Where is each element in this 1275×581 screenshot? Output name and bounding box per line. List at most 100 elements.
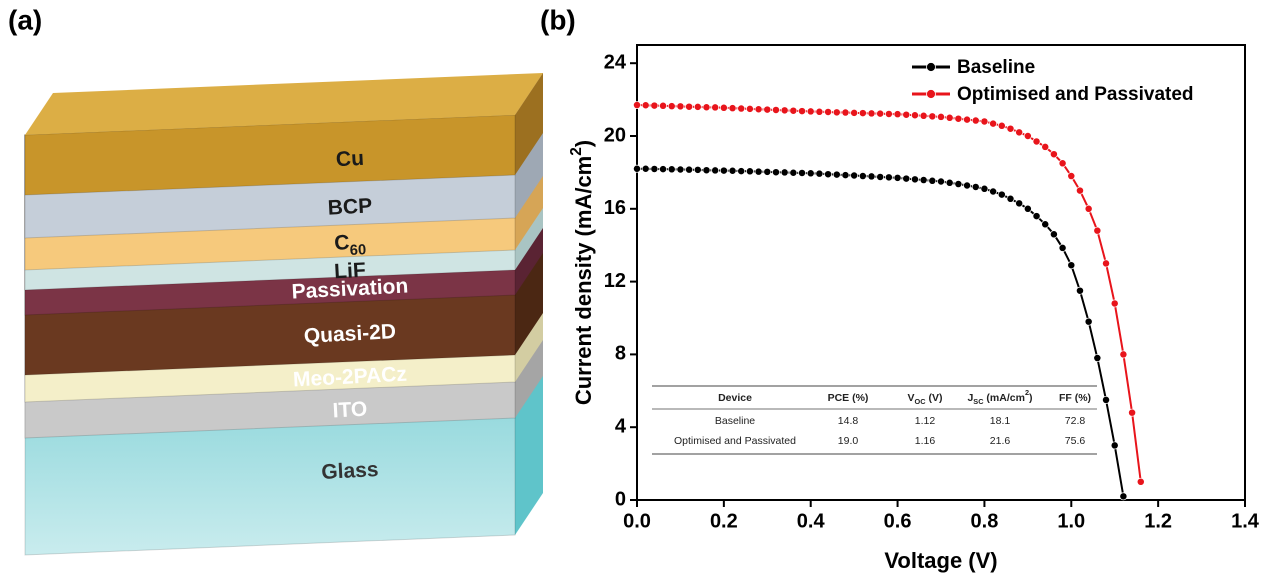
data-point <box>842 109 849 116</box>
data-point <box>659 102 666 109</box>
data-point <box>1076 287 1083 294</box>
data-point <box>1085 205 1092 212</box>
data-point <box>729 105 736 112</box>
data-point <box>720 104 727 111</box>
legend-label: Baseline <box>957 57 1035 78</box>
data-point <box>746 105 753 112</box>
y-tick-label: 16 <box>604 197 626 219</box>
data-point <box>946 179 953 186</box>
data-point <box>712 167 719 174</box>
table-cell: Optimised and Passivated <box>674 435 796 447</box>
data-point <box>911 112 918 119</box>
data-point <box>955 115 962 122</box>
data-point <box>1042 143 1049 150</box>
data-point <box>668 166 675 173</box>
data-point <box>764 168 771 175</box>
data-point <box>1059 244 1066 251</box>
data-point <box>1128 409 1135 416</box>
layer-label: Glass <box>321 458 379 484</box>
data-point <box>929 177 936 184</box>
y-tick-label: 24 <box>604 51 627 73</box>
jv-chart: 0.00.20.40.60.81.01.21.404812162024Volta… <box>568 45 1260 573</box>
data-point <box>859 109 866 116</box>
data-point <box>668 103 675 110</box>
data-point <box>911 176 918 183</box>
data-point <box>1085 318 1092 325</box>
y-tick-label: 8 <box>615 343 626 365</box>
data-point <box>877 173 884 180</box>
data-point <box>807 108 814 115</box>
data-point <box>1120 493 1127 500</box>
data-point <box>1068 172 1075 179</box>
y-tick-label: 0 <box>615 488 626 510</box>
data-point <box>937 178 944 185</box>
y-tick-label: 4 <box>615 415 627 437</box>
text-part: PCE (%) <box>828 392 869 404</box>
data-point <box>642 165 649 172</box>
data-point <box>998 191 1005 198</box>
data-point <box>703 167 710 174</box>
text-part: (V) <box>926 392 943 404</box>
data-point <box>798 169 805 176</box>
layer-label: ITO <box>332 398 368 423</box>
data-point <box>1120 351 1127 358</box>
data-point <box>885 174 892 181</box>
x-tick-label: 0.4 <box>797 510 826 532</box>
data-point <box>729 167 736 174</box>
data-point <box>1024 205 1031 212</box>
data-point <box>720 167 727 174</box>
data-point <box>1016 129 1023 136</box>
text-part: ) <box>571 140 596 147</box>
data-point <box>1050 151 1057 158</box>
data-point <box>981 185 988 192</box>
data-point <box>990 120 997 127</box>
table-header: JSC (mA/cm2) <box>967 388 1032 406</box>
data-point <box>920 112 927 119</box>
data-point <box>894 174 901 181</box>
data-point <box>963 182 970 189</box>
data-point <box>946 114 953 121</box>
data-point <box>894 111 901 118</box>
data-point <box>1016 200 1023 207</box>
data-point <box>772 169 779 176</box>
data-point <box>1007 125 1014 132</box>
data-point <box>694 166 701 173</box>
data-point <box>1033 212 1040 219</box>
text-part: FF (%) <box>1059 392 1091 404</box>
text-part: (mA/cm <box>984 392 1025 404</box>
data-point <box>824 171 831 178</box>
data-point <box>703 104 710 111</box>
text-part: OC <box>915 397 927 406</box>
data-point <box>859 172 866 179</box>
text-part: Current density (mA/cm <box>571 156 596 405</box>
data-point <box>677 166 684 173</box>
text-part: V <box>908 392 915 404</box>
y-tick-label: 20 <box>604 124 626 146</box>
x-tick-label: 1.0 <box>1057 510 1085 532</box>
data-point <box>1094 227 1101 234</box>
text-part: Device <box>718 392 752 404</box>
table-cell: 75.6 <box>1065 435 1086 447</box>
table-cell: 21.6 <box>990 435 1011 447</box>
data-point <box>807 170 814 177</box>
data-point <box>937 113 944 120</box>
data-point <box>686 166 693 173</box>
data-point <box>1059 160 1066 167</box>
data-point <box>738 168 745 175</box>
data-point <box>824 108 831 115</box>
data-point <box>764 106 771 113</box>
text-part: 60 <box>349 242 366 259</box>
data-point <box>659 166 666 173</box>
data-point <box>955 180 962 187</box>
data-point <box>903 111 910 118</box>
x-tick-label: 0.0 <box>623 510 651 532</box>
x-axis-label: Voltage (V) <box>884 548 997 573</box>
data-point <box>755 168 762 175</box>
data-point <box>798 107 805 114</box>
data-point <box>851 172 858 179</box>
data-point <box>738 105 745 112</box>
data-point <box>885 110 892 117</box>
data-point <box>851 109 858 116</box>
table-cell: 14.8 <box>838 415 859 427</box>
table-header: VOC (V) <box>908 392 943 407</box>
